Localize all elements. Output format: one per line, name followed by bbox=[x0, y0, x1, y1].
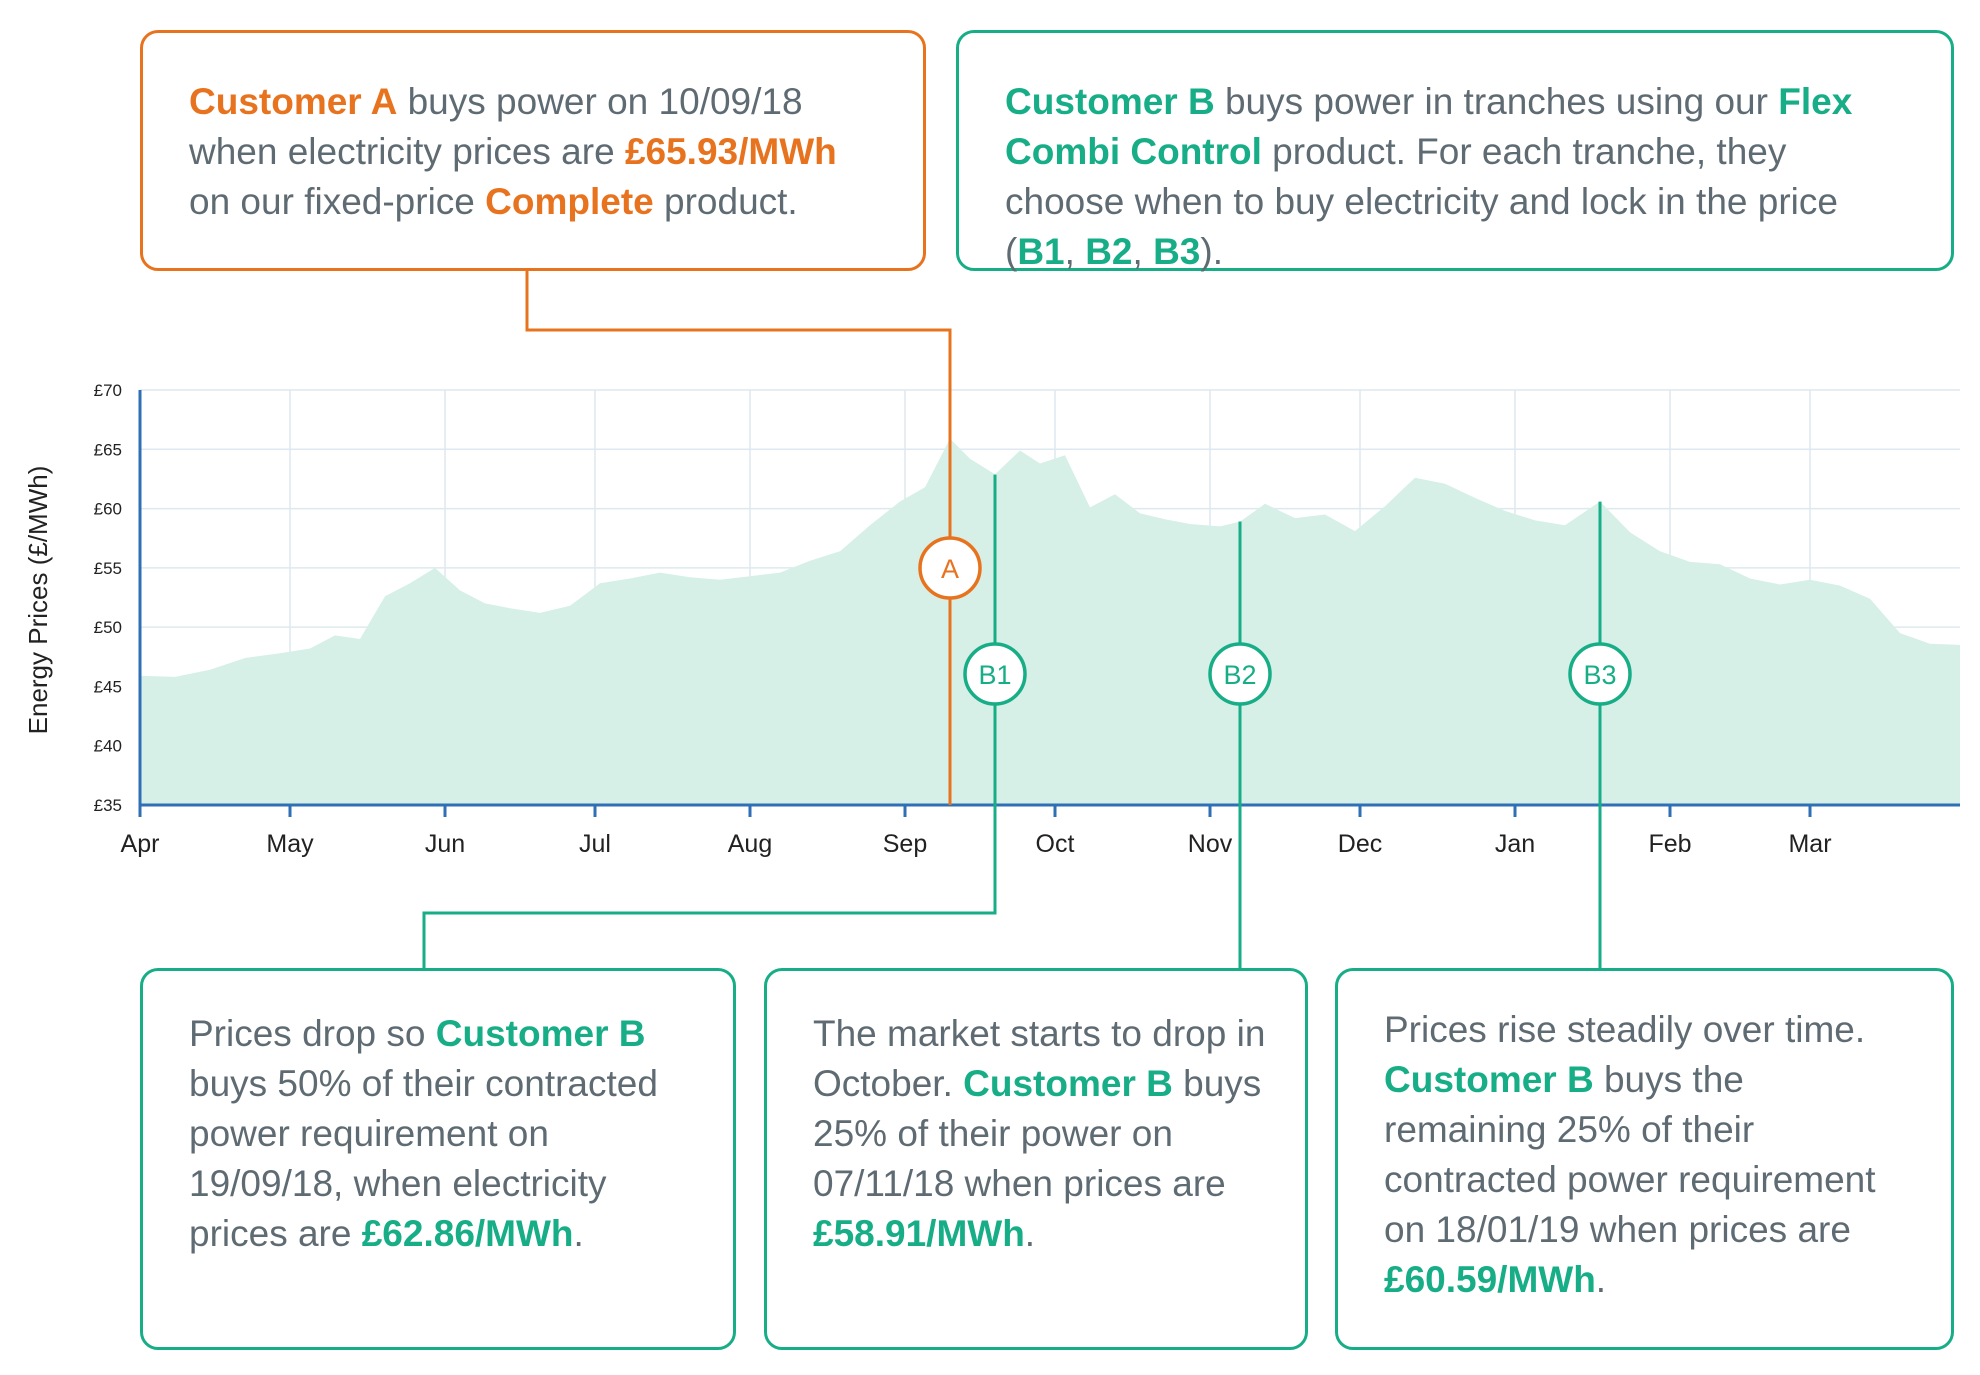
annotation-markers: A B1 B2 B3 bbox=[918, 536, 1632, 706]
x-tick-label: Feb bbox=[1648, 830, 1691, 858]
body-text: product. For each tranche, they choose w… bbox=[1005, 131, 1838, 272]
x-tick-label: Jul bbox=[579, 830, 611, 858]
x-tick-label: May bbox=[266, 830, 314, 858]
x-tick-label: Jan bbox=[1495, 830, 1535, 858]
body-text: buys the remaining 25% of their contract… bbox=[1384, 1059, 1876, 1250]
highlight-text: Complete bbox=[485, 181, 654, 222]
highlight-text: B2 bbox=[1085, 231, 1133, 272]
highlight-text: Customer B bbox=[1005, 81, 1215, 122]
highlight-text: Customer B bbox=[1384, 1059, 1594, 1100]
y-tick-label: £70 bbox=[94, 381, 122, 400]
marker-b1-label: B1 bbox=[978, 660, 1011, 690]
marker-b2-circle bbox=[1208, 642, 1272, 706]
body-text: on our fixed-price bbox=[189, 181, 486, 222]
x-tick-label: Dec bbox=[1338, 830, 1382, 858]
x-tick-label: Sep bbox=[883, 830, 927, 858]
body-text: buys 50% of their contracted power requi… bbox=[189, 1063, 658, 1254]
y-axis-label: Energy Prices (£/MWh) bbox=[23, 466, 53, 735]
y-tick-label: £40 bbox=[94, 737, 122, 756]
body-text: , bbox=[1064, 231, 1086, 272]
y-tick-label: £60 bbox=[94, 500, 122, 519]
x-tick-label: Apr bbox=[121, 830, 160, 858]
marker-b2-label: B2 bbox=[1223, 660, 1256, 690]
b2-text: The market starts to drop in October. Cu… bbox=[813, 1009, 1269, 1259]
marker-a-label: A bbox=[941, 554, 959, 584]
body-text: . bbox=[573, 1213, 584, 1254]
x-tick-label: Jun bbox=[425, 830, 465, 858]
b3-text: Prices rise steadily over time. Customer… bbox=[1384, 1005, 1915, 1305]
highlight-text: Customer A bbox=[189, 81, 398, 122]
x-tick-label: Mar bbox=[1788, 830, 1831, 858]
marker-b3-circle bbox=[1568, 642, 1632, 706]
body-text: , bbox=[1132, 231, 1154, 272]
highlight-text: £62.86/MWh bbox=[361, 1213, 574, 1254]
highlight-text: £58.91/MWh bbox=[813, 1213, 1025, 1254]
highlight-text: Customer B bbox=[435, 1013, 646, 1054]
body-text: Prices rise steadily over time. bbox=[1384, 1009, 1866, 1050]
b2-callout: The market starts to drop in October. Cu… bbox=[764, 968, 1308, 1350]
highlight-text: Flex Combi Control bbox=[1005, 81, 1853, 172]
x-tick-label: Nov bbox=[1188, 830, 1233, 858]
b1-text: Prices drop so Customer B buys 50% of th… bbox=[189, 1009, 693, 1259]
y-tick-label: £65 bbox=[94, 440, 122, 459]
body-text: ). bbox=[1200, 231, 1223, 272]
marker-b1-circle bbox=[963, 642, 1027, 706]
price-area bbox=[140, 438, 1960, 805]
marker-a-circle bbox=[918, 536, 982, 600]
chart-axes bbox=[138, 390, 1960, 817]
x-tick-labels: Apr May Jun Jul Aug Sep Oct Nov Dec Jan Feb Mar bbox=[121, 830, 1832, 858]
b1-callout: Prices drop so Customer B buys 50% of th… bbox=[140, 968, 736, 1350]
y-tick-label: £55 bbox=[94, 559, 122, 578]
body-text: . bbox=[1024, 1213, 1036, 1254]
body-text: buys power on 10/09/18 when electricity … bbox=[189, 81, 803, 172]
highlight-text: £65.93/MWh bbox=[624, 131, 837, 172]
customer-a-callout: Customer A buys power on 10/09/18 when e… bbox=[140, 30, 926, 271]
highlight-text: £60.59/MWh bbox=[1384, 1259, 1596, 1300]
y-tick-label: £50 bbox=[94, 618, 122, 637]
body-text: The market starts to drop in October. bbox=[813, 1013, 1266, 1104]
customer-b-text: Customer B buys power in tranches using … bbox=[1005, 77, 1911, 277]
marker-b3-label: B3 bbox=[1583, 660, 1616, 690]
body-text: Prices drop so bbox=[189, 1013, 436, 1054]
body-text: product. bbox=[653, 181, 798, 222]
y-tick-label: £35 bbox=[94, 796, 122, 815]
body-text: . bbox=[1595, 1259, 1607, 1300]
highlight-text: B3 bbox=[1153, 231, 1201, 272]
highlight-text: B1 bbox=[1017, 231, 1065, 272]
y-tick-labels: £35 £40 £45 £50 £55 £60 £65 £70 bbox=[94, 381, 122, 815]
b3-callout: Prices rise steadily over time. Customer… bbox=[1335, 968, 1954, 1350]
y-tick-label: £45 bbox=[94, 677, 122, 696]
body-text: buys power in tranches using our bbox=[1214, 81, 1779, 122]
customer-a-text: Customer A buys power on 10/09/18 when e… bbox=[189, 77, 883, 227]
highlight-text: Customer B bbox=[963, 1063, 1173, 1104]
customer-b-callout: Customer B buys power in tranches using … bbox=[956, 30, 1954, 272]
body-text: buys 25% of their power on 07/11/18 when… bbox=[813, 1063, 1262, 1204]
x-tick-label: Oct bbox=[1036, 830, 1075, 858]
x-tick-label: Aug bbox=[728, 830, 772, 858]
